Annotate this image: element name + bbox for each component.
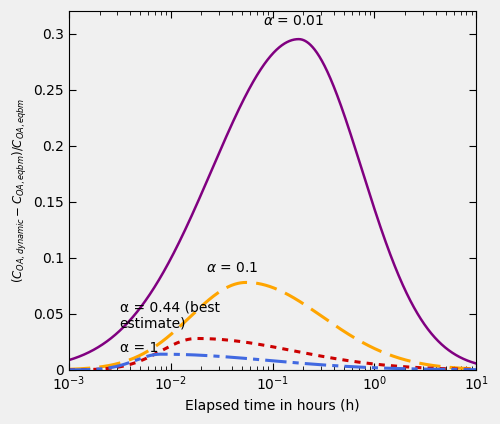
- Text: $\alpha$ = 0.1: $\alpha$ = 0.1: [206, 261, 258, 275]
- Text: α = 0.44 (best
estimate): α = 0.44 (best estimate): [120, 300, 220, 331]
- Text: $\alpha$ = 0.01: $\alpha$ = 0.01: [263, 14, 324, 28]
- X-axis label: Elapsed time in hours (h): Elapsed time in hours (h): [186, 399, 360, 413]
- Y-axis label: $(C_{OA,dynamic} - C_{OA,eqbm})/C_{OA,eqbm}$: $(C_{OA,dynamic} - C_{OA,eqbm})/C_{OA,eq…: [11, 98, 29, 283]
- Text: α = 1: α = 1: [120, 341, 158, 355]
